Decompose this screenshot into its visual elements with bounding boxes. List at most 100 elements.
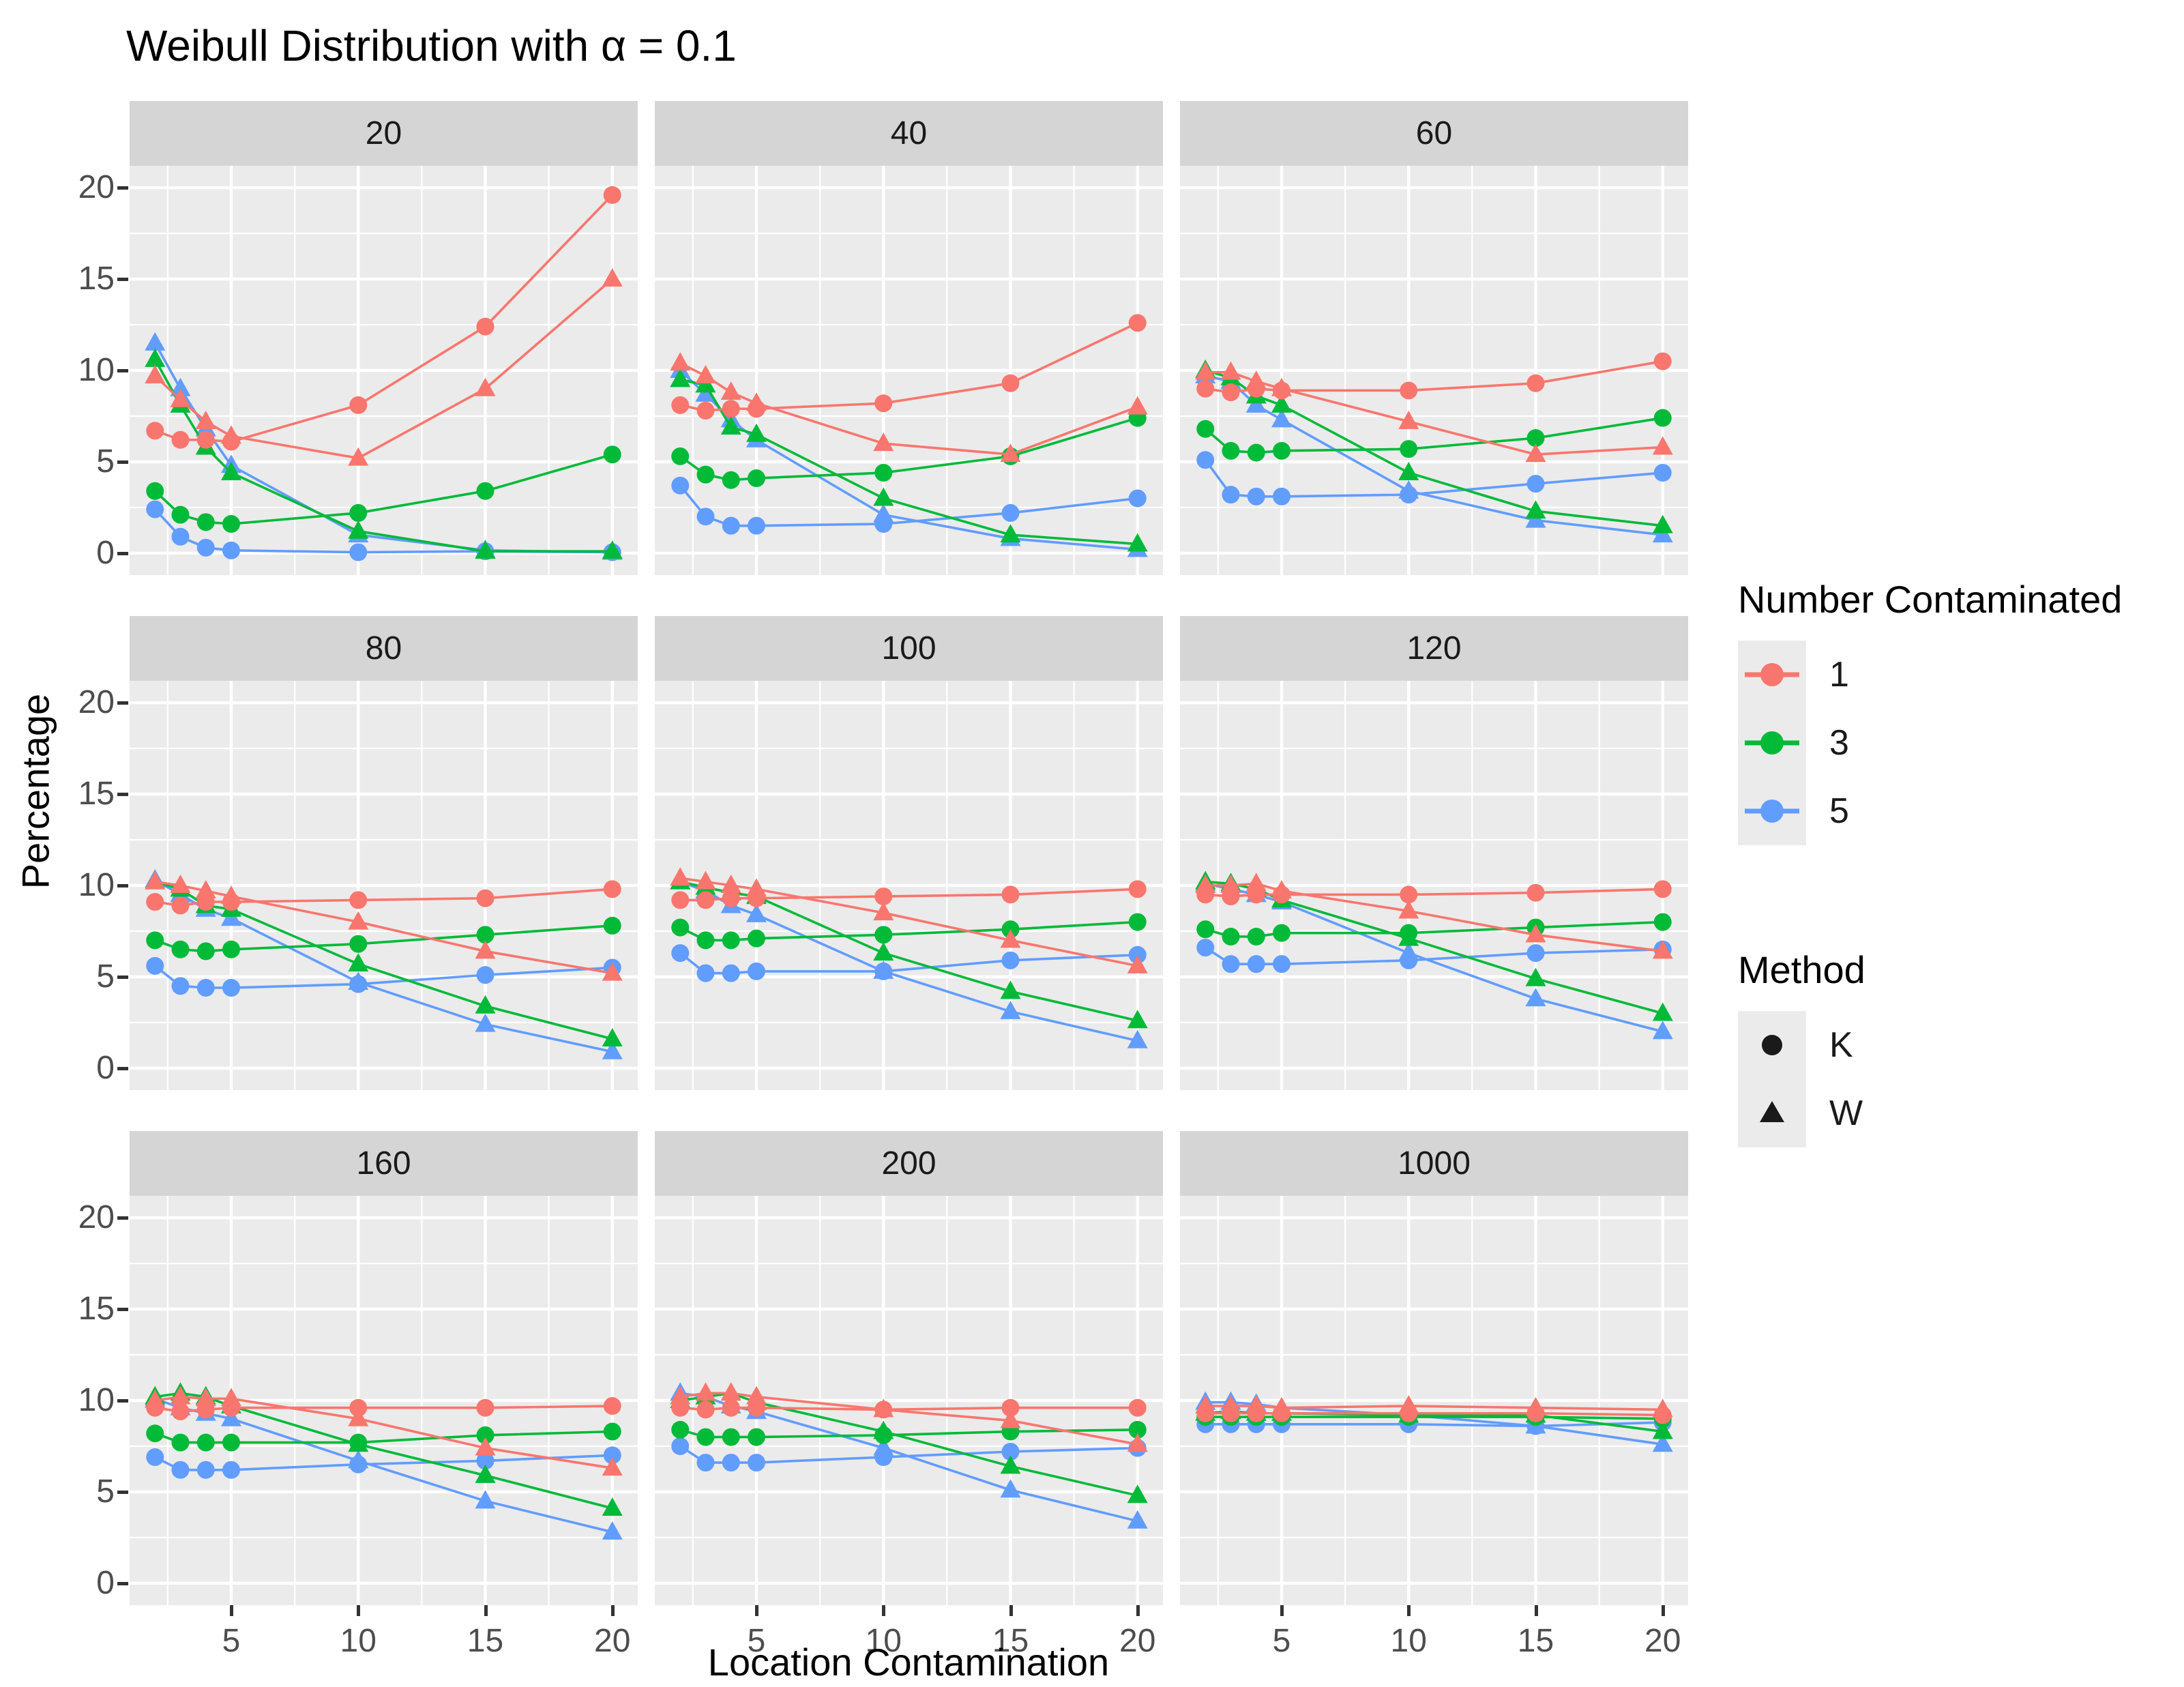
x-tick-label: 20 <box>1644 1623 1681 1659</box>
y-tick-label: 20 <box>78 169 115 206</box>
data-point-circle <box>1196 379 1215 398</box>
data-point-circle <box>874 1400 893 1419</box>
data-point-triangle <box>195 880 216 899</box>
series-3-K <box>671 1420 1147 1446</box>
facet-strip-80: 80 <box>130 616 638 681</box>
y-tick-label: 15 <box>78 1291 115 1327</box>
data-point-circle <box>696 964 715 982</box>
x-axis-tick-mark <box>1661 1605 1665 1616</box>
data-point-circle <box>1653 352 1672 370</box>
data-point-circle <box>171 896 190 915</box>
data-point-circle <box>722 1454 740 1472</box>
data-point-triangle <box>1220 361 1241 380</box>
data-point-circle <box>671 476 690 495</box>
x-axis-tick-mark <box>610 1605 615 1616</box>
x-axis-tick-mark <box>357 1605 361 1616</box>
data-point-triangle <box>145 365 166 384</box>
data-point-circle <box>1128 1420 1147 1439</box>
data-point-circle <box>671 1437 690 1455</box>
data-point-circle <box>1222 486 1240 504</box>
series-3-K <box>1196 409 1672 462</box>
data-point-circle <box>1653 1406 1672 1424</box>
legend-item-label: K <box>1829 1025 1853 1065</box>
facet-strip-label: 120 <box>1406 630 1462 666</box>
y-axis-tick-mark <box>117 975 128 979</box>
data-point-circle <box>349 975 368 993</box>
x-tick-label: 5 <box>1272 1623 1291 1659</box>
data-point-circle <box>748 516 765 535</box>
data-point-circle <box>1400 924 1418 942</box>
data-point-triangle <box>695 870 716 890</box>
data-point-circle <box>1526 475 1545 493</box>
facet-panel-80 <box>130 681 638 1090</box>
data-point-triangle <box>1398 411 1419 429</box>
data-point-circle <box>1196 420 1215 438</box>
data-point-triangle <box>348 520 369 539</box>
data-point-triangle <box>873 432 894 452</box>
series-1-K <box>671 880 1147 909</box>
data-point-triangle <box>1525 967 1546 986</box>
data-point-circle <box>1128 880 1147 898</box>
data-point-circle <box>603 186 621 204</box>
data-point-circle <box>696 1454 715 1472</box>
data-point-circle <box>1128 314 1147 332</box>
data-point-triangle <box>348 911 369 930</box>
data-point-circle <box>1247 379 1265 398</box>
data-point-circle <box>1273 924 1290 942</box>
line-circle-swatch-icon <box>1738 641 1806 709</box>
data-point-circle <box>222 541 240 559</box>
data-point-circle <box>748 1398 765 1417</box>
triangle-swatch-icon <box>1738 1079 1806 1147</box>
y-tick-label: 20 <box>78 1199 115 1236</box>
data-point-triangle <box>1000 524 1021 543</box>
facet-strip-label: 200 <box>881 1145 936 1182</box>
data-point-circle <box>1001 374 1020 392</box>
x-tick-label: 5 <box>747 1623 766 1659</box>
facet-strip-120: 120 <box>1180 616 1688 681</box>
data-point-circle <box>196 1461 215 1479</box>
data-point-circle <box>476 889 495 907</box>
data-point-triangle <box>720 381 741 400</box>
y-axis-tick-mark <box>117 793 128 797</box>
y-axis-title: Percentage <box>14 693 57 890</box>
y-axis-tick-mark <box>117 460 128 464</box>
data-point-triangle <box>1652 514 1673 533</box>
data-point-circle <box>349 1455 368 1473</box>
series-3-K <box>146 1422 621 1452</box>
data-point-circle <box>146 500 164 518</box>
data-point-circle <box>722 1428 740 1446</box>
data-point-triangle <box>1127 1433 1148 1452</box>
x-tick-label: 20 <box>1119 1623 1156 1659</box>
data-point-triangle <box>195 1388 216 1407</box>
data-point-triangle <box>1652 1420 1673 1439</box>
data-point-circle <box>1653 464 1672 482</box>
x-axis-tick-mark <box>484 1605 488 1616</box>
data-point-circle <box>146 1448 164 1467</box>
data-point-circle <box>146 956 164 975</box>
data-point-triangle <box>475 1013 496 1032</box>
x-axis-tick-mark <box>755 1605 758 1616</box>
data-point-triangle <box>602 1521 623 1540</box>
data-point-triangle <box>170 388 191 407</box>
color-legend-title: Number Contaminated <box>1738 578 2123 621</box>
facet-panel-160 <box>130 1196 638 1605</box>
facet-strip-label: 80 <box>365 630 402 666</box>
facet-strip-200: 200 <box>655 1131 1163 1196</box>
x-axis-tick-mark <box>882 1605 886 1616</box>
data-point-circle <box>222 515 240 533</box>
y-axis-tick-mark <box>117 186 128 190</box>
data-point-circle <box>1400 440 1418 458</box>
data-point-circle <box>1400 381 1418 400</box>
data-point-circle <box>222 1398 240 1417</box>
data-point-circle <box>696 401 715 420</box>
data-point-triangle <box>1127 1010 1148 1029</box>
data-point-triangle <box>670 368 691 387</box>
data-point-circle <box>722 400 740 418</box>
data-point-circle <box>603 1397 621 1415</box>
data-point-circle <box>603 445 621 464</box>
data-point-triangle <box>1000 1479 1021 1498</box>
data-point-circle <box>1400 486 1418 504</box>
data-point-circle <box>1222 1404 1240 1422</box>
data-point-circle <box>874 1426 893 1444</box>
data-point-triangle <box>1652 1021 1673 1040</box>
